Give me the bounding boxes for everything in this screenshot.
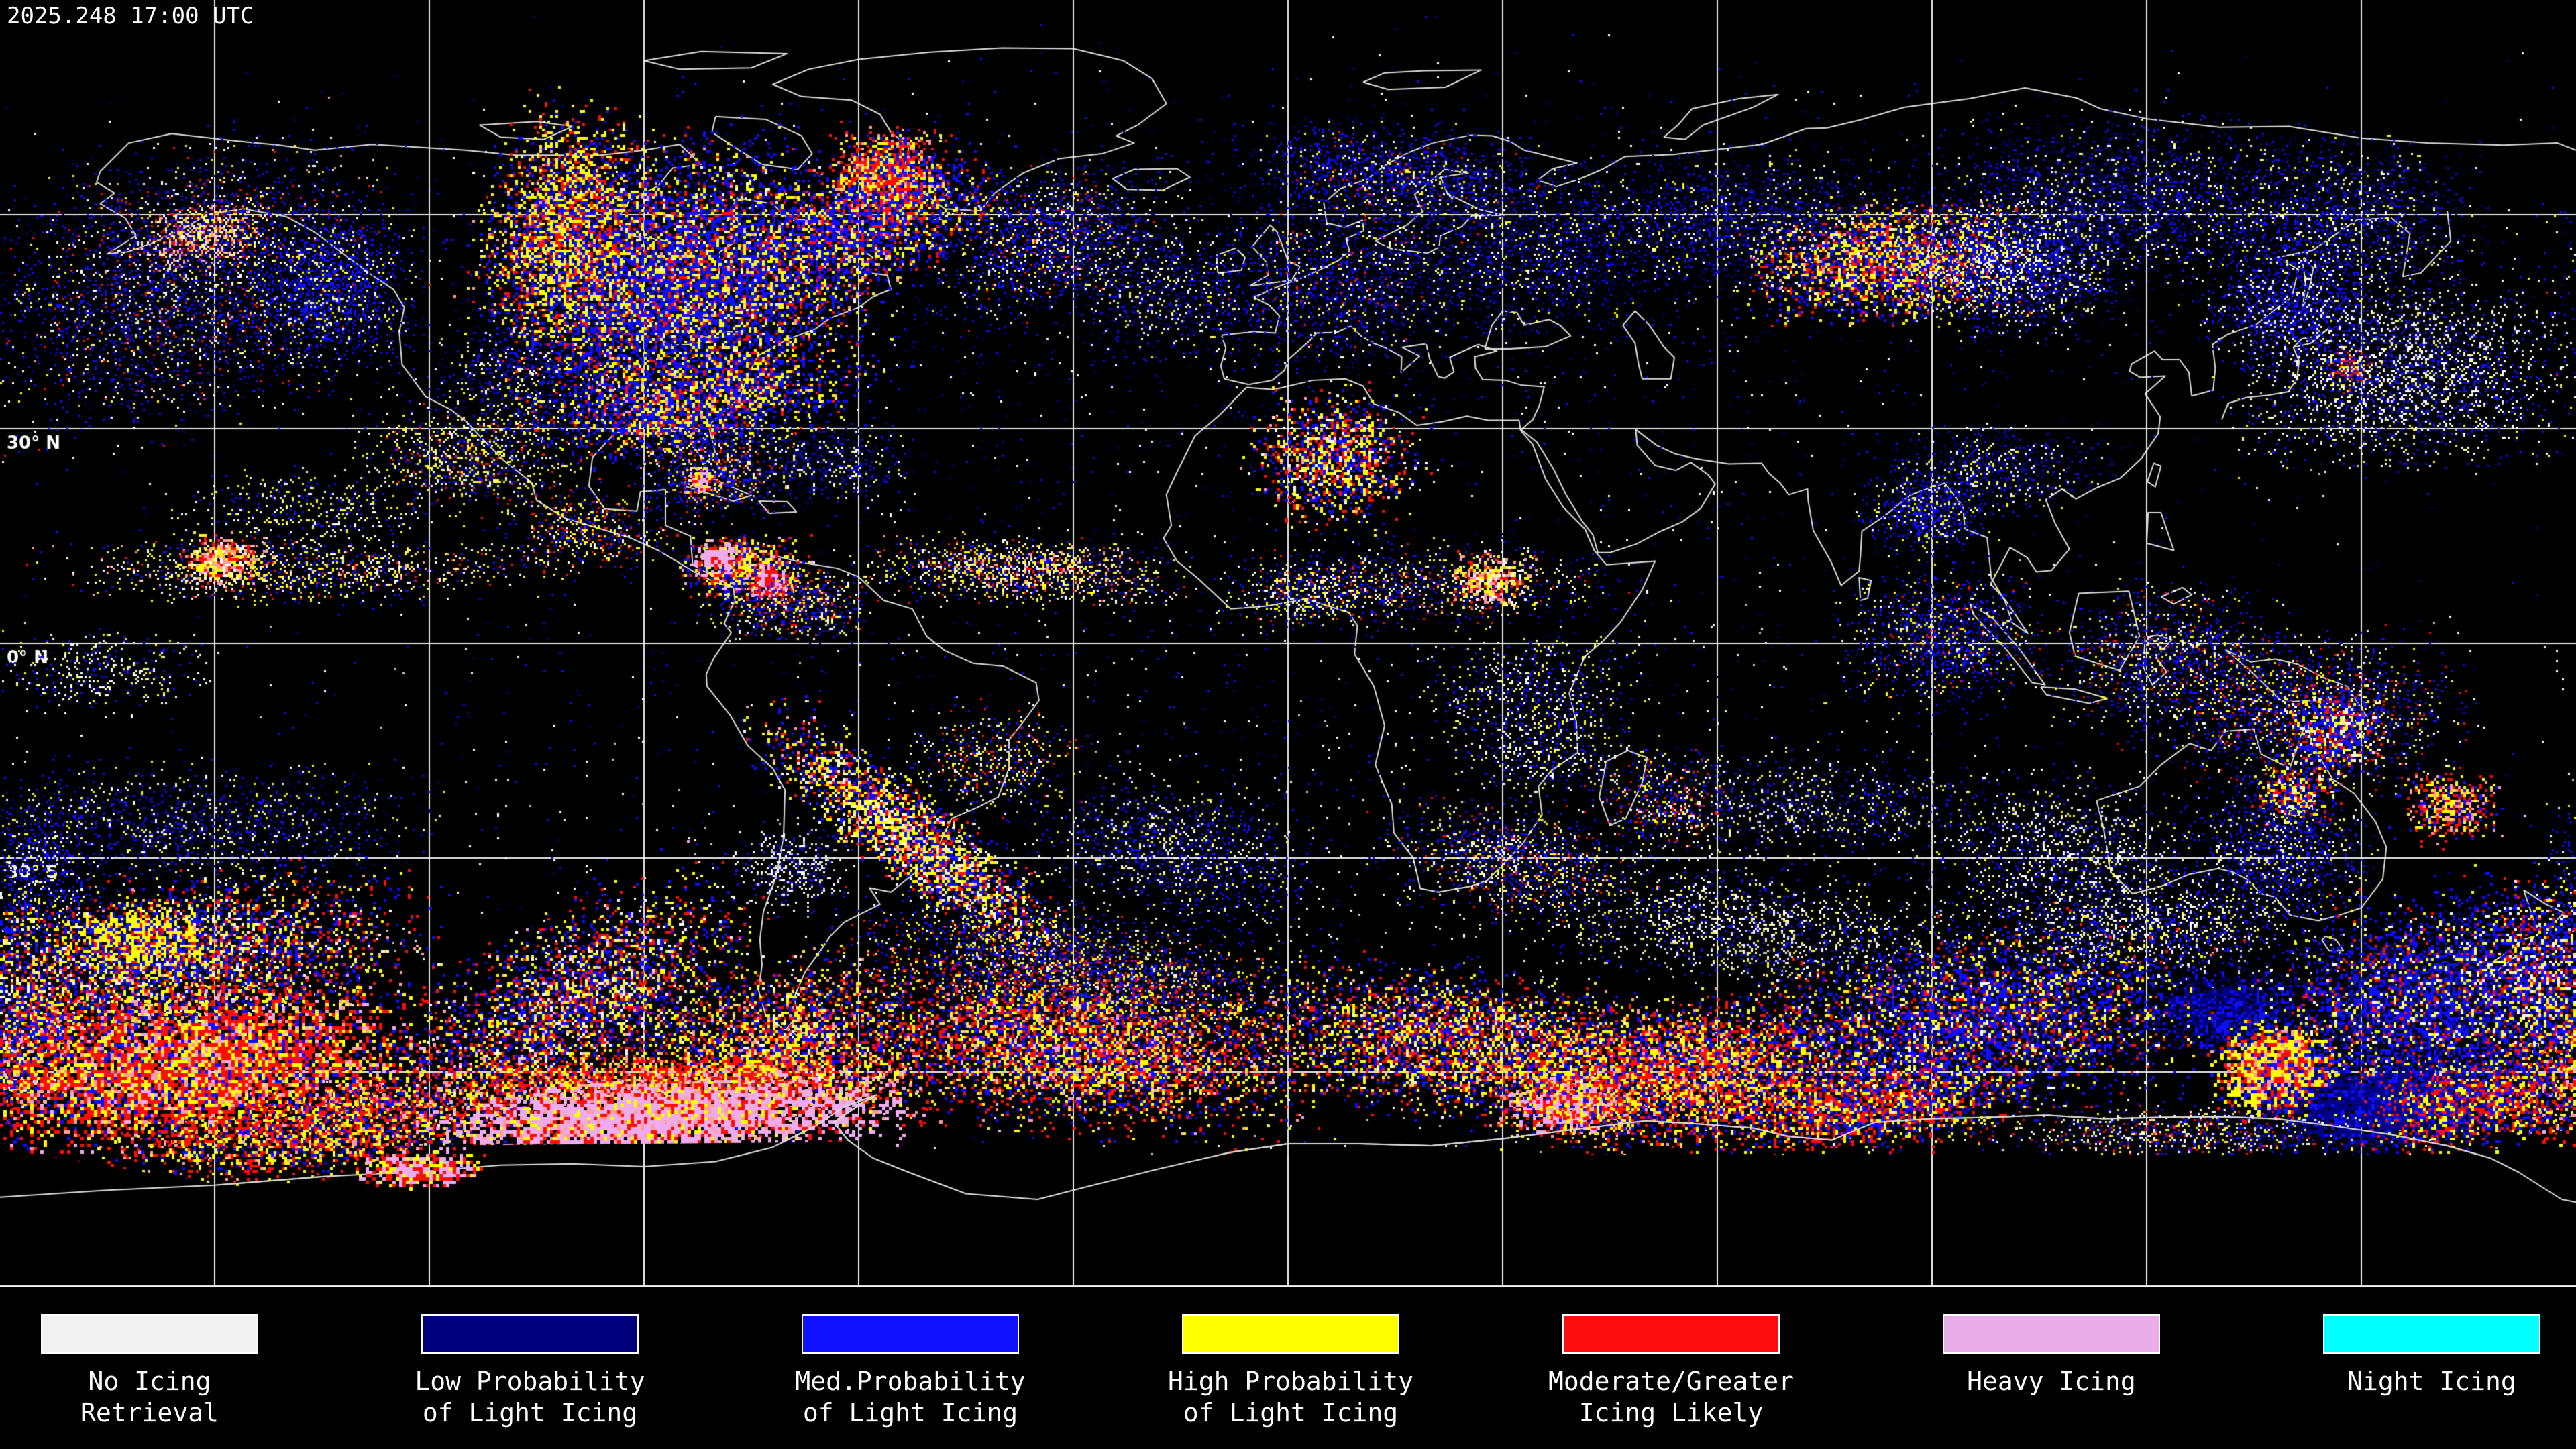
- legend-item-night-icing: Night Icing: [2323, 1287, 2540, 1449]
- legend-swatch-high-probability-light-icing: [1182, 1314, 1399, 1354]
- legend-label-heavy-icing: Heavy Icing: [1967, 1366, 2136, 1396]
- legend-item-no-icing-retrieval: No Icing Retrieval: [41, 1287, 258, 1449]
- legend-label-no-icing-retrieval: No Icing Retrieval: [80, 1366, 219, 1428]
- legend-item-med-probability-light-icing: Med.Probability of Light Icing: [795, 1287, 1026, 1449]
- legend: No Icing Retrieval Low Probability of Lig…: [0, 1287, 2576, 1449]
- legend-swatch-night-icing: [2323, 1314, 2540, 1354]
- legend-swatch-moderate-greater-icing: [1562, 1314, 1780, 1354]
- legend-item-moderate-greater-icing: Moderate/Greater Icing Likely: [1548, 1287, 1794, 1449]
- legend-item-high-probability-light-icing: High Probability of Light Icing: [1168, 1287, 1413, 1449]
- legend-item-heavy-icing: Heavy Icing: [1943, 1287, 2160, 1449]
- legend-label-high-probability-light-icing: High Probability of Light Icing: [1167, 1366, 1414, 1428]
- legend-label-night-icing: Night Icing: [2347, 1366, 2516, 1396]
- legend-label-moderate-greater-icing: Moderate/Greater Icing Likely: [1548, 1366, 1794, 1428]
- legend-item-low-probability-light-icing: Low Probability of Light Icing: [415, 1287, 645, 1449]
- legend-swatch-no-icing-retrieval: [41, 1314, 258, 1354]
- legend-swatch-heavy-icing: [1943, 1314, 2160, 1354]
- legend-swatch-low-probability-light-icing: [421, 1314, 639, 1354]
- legend-label-low-probability-light-icing: Low Probability of Light Icing: [415, 1366, 645, 1428]
- timestamp: 2025.248 17:00 UTC: [7, 3, 254, 30]
- legend-label-med-probability-light-icing: Med.Probability of Light Icing: [795, 1366, 1026, 1428]
- legend-swatch-med-probability-light-icing: [802, 1314, 1019, 1354]
- world-icing-map: [0, 0, 2576, 1287]
